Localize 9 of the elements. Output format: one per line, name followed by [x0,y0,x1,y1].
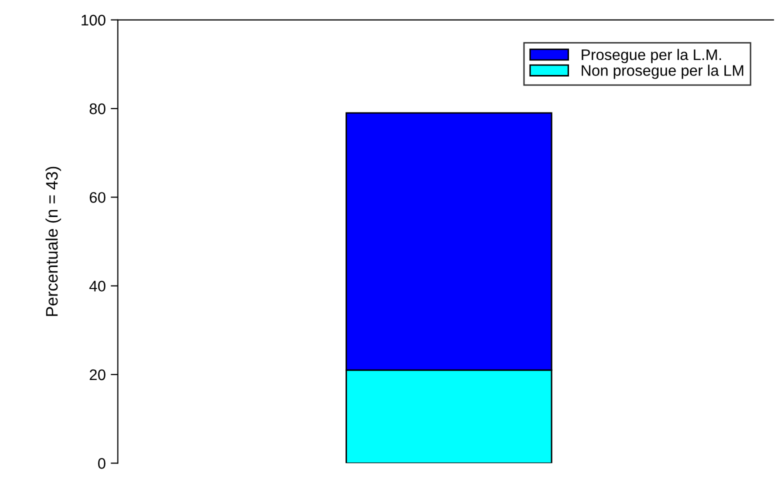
y-tick-label: 0 [98,458,106,469]
y-tick-label: 60 [90,192,106,203]
legend-label: Prosegue per la L.M. [582,48,721,64]
y-axis-title: Percentuale (n = 43) [46,166,62,316]
y-tick-label: 100 [82,14,106,26]
legend-label: Non prosegue per la LM [582,64,744,79]
y-tick-label: 40 [89,280,106,292]
y-tick-label: 20 [90,369,106,380]
y-tick-label: 80 [90,103,106,114]
